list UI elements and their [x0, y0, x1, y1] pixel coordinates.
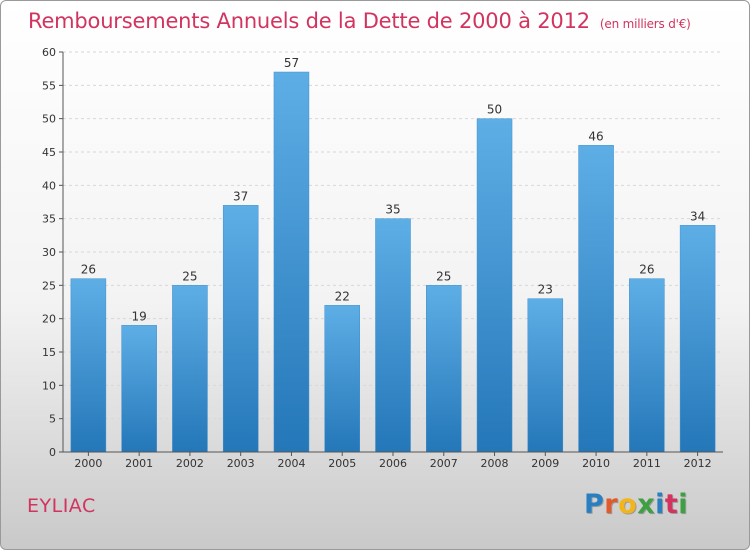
y-tick-label: 25 [42, 279, 56, 292]
x-tick-label: 2000 [74, 457, 102, 470]
x-tick-label: 2003 [227, 457, 255, 470]
x-tick-label: 2011 [633, 457, 661, 470]
bar-value-label: 25 [182, 269, 197, 283]
chart-unit: (en milliers d'€) [599, 17, 691, 31]
y-tick-label: 35 [42, 213, 56, 226]
logo-letter: i [655, 489, 665, 520]
bar-value-label: 35 [385, 203, 400, 217]
y-tick-label: 60 [42, 46, 56, 59]
logo-letter: i [678, 489, 689, 520]
logo-letter: P [584, 489, 605, 520]
x-tick-label: 2004 [277, 457, 305, 470]
x-tick-label: 2010 [582, 457, 610, 470]
y-tick-label: 15 [42, 346, 56, 359]
bar-2008[interactable] [476, 118, 513, 453]
bar-2003[interactable] [222, 205, 259, 453]
bar-value-label: 37 [233, 189, 248, 203]
bar-value-label: 26 [81, 263, 96, 277]
y-tick-label: 50 [42, 113, 56, 126]
bar-2004[interactable] [273, 71, 310, 453]
bar-2012[interactable] [679, 225, 716, 453]
logo-letter: t [664, 489, 679, 520]
x-tick-label: 2008 [481, 457, 509, 470]
y-tick-label: 10 [42, 379, 56, 392]
x-tick-label: 2005 [328, 457, 356, 470]
bar-2006[interactable] [375, 218, 411, 453]
chart-title-text: Remboursements Annuels de la Dette de 20… [28, 9, 590, 33]
x-tick-label: 2009 [531, 457, 559, 470]
bar-value-label: 23 [538, 283, 553, 297]
bar-2005[interactable] [324, 305, 360, 453]
y-tick-label: 0 [49, 446, 56, 459]
y-tick-label: 5 [49, 413, 56, 426]
x-tick-label: 2001 [125, 457, 153, 470]
logo-letter: x [637, 489, 656, 520]
bar-value-label: 26 [639, 263, 654, 277]
bar-value-label: 57 [284, 56, 299, 70]
y-tick-label: 30 [42, 246, 56, 259]
bar-value-label: 19 [132, 309, 147, 323]
x-tick-label: 2007 [430, 457, 458, 470]
chart-title: Remboursements Annuels de la Dette de 20… [28, 9, 691, 33]
bar-2010[interactable] [578, 145, 614, 453]
y-tick-label: 45 [42, 146, 56, 159]
axes: 0 5 10 15 20 25 30 35 40 45 50 55 60 2000 2001 2002 2003… [42, 46, 723, 470]
commune-name: EYLIAC [27, 495, 96, 517]
x-tick-label: 2006 [379, 457, 407, 470]
y-tick-label: 20 [42, 313, 56, 326]
bar-2002[interactable] [172, 285, 208, 453]
bar-2001[interactable] [121, 325, 157, 453]
bar-2000[interactable] [70, 278, 107, 453]
logo-letter: o [618, 489, 638, 520]
bar-value-label: 34 [690, 209, 705, 223]
bar-value-label: 46 [588, 129, 603, 143]
bar-2011[interactable] [629, 278, 665, 453]
y-tick-label: 40 [42, 179, 56, 192]
x-tick-label: 2002 [176, 457, 204, 470]
proxiti-logo[interactable]: Proxiti [584, 489, 688, 520]
bar-value-label: 25 [436, 269, 451, 283]
logo-letter: r [604, 489, 619, 520]
bars: 26 19 25 37 57 22 35 25 50 23 46 26 34 [70, 56, 716, 453]
bar-value-label: 50 [487, 103, 502, 117]
bar-2007[interactable] [426, 285, 462, 453]
y-tick-label: 55 [42, 79, 56, 92]
bar-2009[interactable] [527, 298, 564, 453]
x-tick-label: 2012 [684, 457, 712, 470]
bar-value-label: 22 [335, 289, 350, 303]
